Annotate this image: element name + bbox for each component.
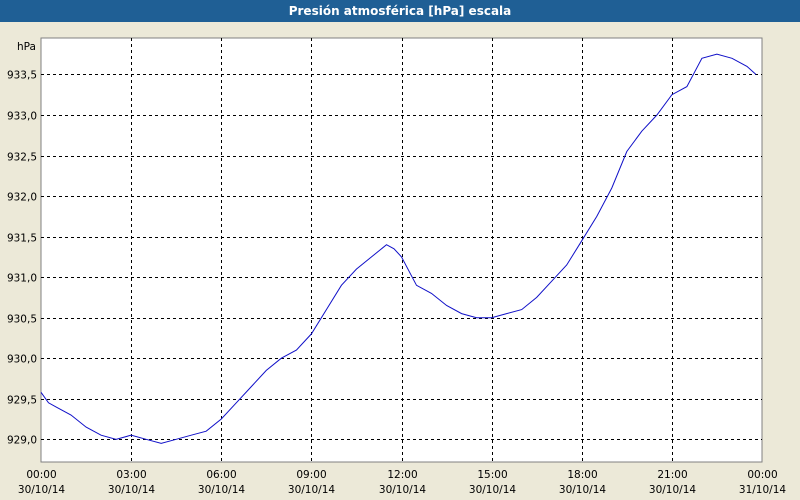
y-tick-label: 930,5 (7, 314, 37, 326)
x-tick-time-label: 06:00 (206, 469, 236, 481)
y-tick-label: 929,5 (7, 395, 37, 407)
y-tick-label: 932,5 (7, 152, 37, 164)
window-title: Presión atmosférica [hPa] escala (0, 0, 800, 22)
y-axis-unit-label: hPa (17, 41, 36, 53)
x-tick-date-label: 30/10/14 (108, 484, 155, 496)
x-tick-date-label: 31/10/14 (739, 484, 786, 496)
x-tick-time-label: 03:00 (116, 469, 146, 481)
y-tick-label: 929,0 (7, 435, 37, 447)
x-tick-time-label: 09:00 (296, 469, 326, 481)
x-tick-date-label: 30/10/14 (649, 484, 696, 496)
x-tick-time-label: 21:00 (657, 469, 687, 481)
x-tick-time-label: 18:00 (567, 469, 597, 481)
x-tick-date-label: 30/10/14 (18, 484, 65, 496)
y-tick-label: 932,0 (7, 192, 37, 204)
x-tick-date-label: 30/10/14 (198, 484, 245, 496)
y-tick-label: 931,0 (7, 273, 37, 285)
plot-area (40, 37, 763, 463)
x-tick-date-label: 30/10/14 (469, 484, 516, 496)
x-tick-date-label: 30/10/14 (288, 484, 335, 496)
x-tick-date-label: 30/10/14 (379, 484, 426, 496)
x-tick-time-label: 15:00 (477, 469, 507, 481)
pressure-series-line (40, 53, 757, 444)
y-tick-label: 931,5 (7, 233, 37, 245)
y-tick-label: 933,0 (7, 111, 37, 123)
x-tick-time-label: 12:00 (387, 469, 417, 481)
y-tick-label: 933,5 (7, 70, 37, 82)
x-tick-time-label: 00:00 (26, 469, 56, 481)
x-tick-date-label: 30/10/14 (559, 484, 606, 496)
pressure-chart: 929,0 929,5 930,0 930,5 931,0 931,5 932,0 932,5… (7, 37, 786, 496)
y-tick-label: 930,0 (7, 354, 37, 366)
x-tick-time-label: 00:00 (747, 469, 777, 481)
